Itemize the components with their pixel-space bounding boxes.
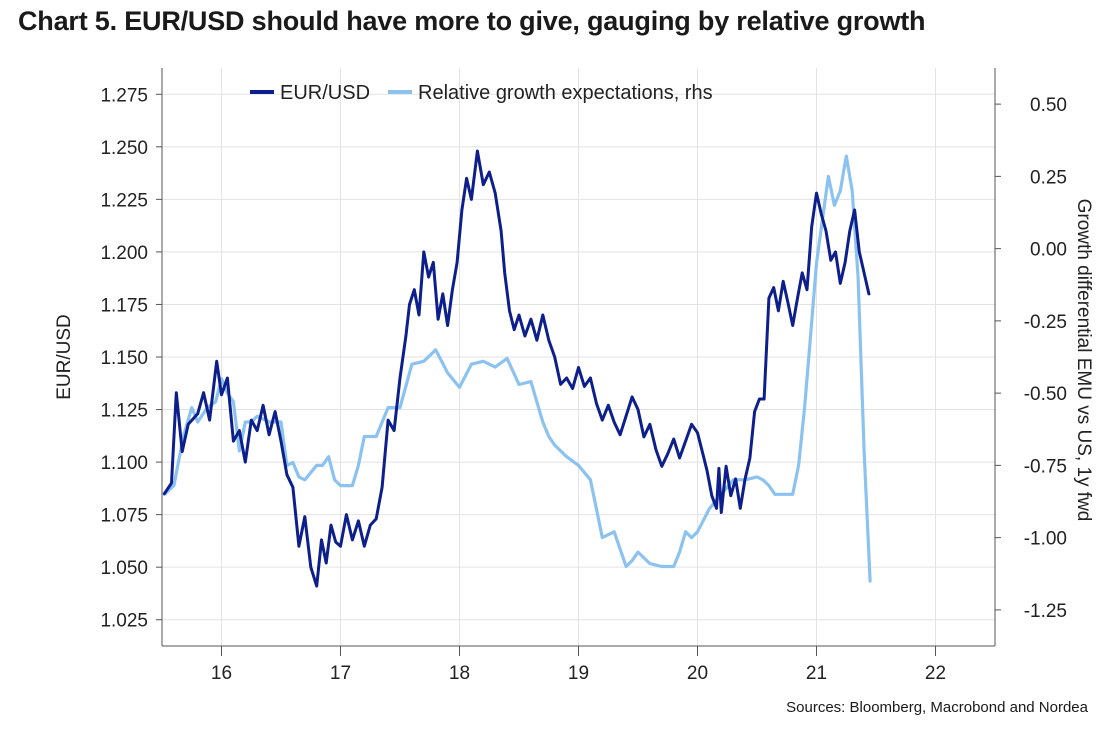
y-left-tick-label: 1.075 <box>100 506 148 527</box>
x-tick-label: 18 <box>449 663 470 684</box>
grid-layer <box>162 68 995 646</box>
y-right-axis-title: Growth differential EMU vs US, 1y fwd <box>1073 199 1094 522</box>
y-left-tick-label: 1.275 <box>100 85 148 106</box>
y-right-tick-label: 0.25 <box>1030 167 1067 188</box>
label-layer: EUR/USD Growth differential EMU vs US, 1y… <box>54 199 1094 522</box>
legend-label: EUR/USD <box>280 82 370 104</box>
y-left-tick-label: 1.250 <box>100 138 148 159</box>
y-right-tick-label: -1.00 <box>1024 529 1067 550</box>
y-right-tick-label: 0.00 <box>1030 240 1067 261</box>
y-right-tick-label: -0.75 <box>1024 456 1067 477</box>
y-right-tick-label: -0.25 <box>1024 312 1067 333</box>
y-left-axis-title: EUR/USD <box>54 314 75 400</box>
y-left-tick-label: 1.025 <box>100 611 148 632</box>
y-right-tick-label: -0.50 <box>1024 384 1067 405</box>
y-left-tick-label: 1.175 <box>100 295 148 316</box>
y-left-tick-label: 1.225 <box>100 190 148 211</box>
x-tick-label: 20 <box>687 663 708 684</box>
x-tick-label: 22 <box>925 663 946 684</box>
y-right-tick-label: -1.25 <box>1024 601 1067 622</box>
x-tick-label: 17 <box>330 663 351 684</box>
series-line-eurusd <box>162 149 871 588</box>
series-layer <box>162 149 872 588</box>
chart-title: Chart 5. EUR/USD should have more to giv… <box>18 6 926 36</box>
y-left-tick-label: 1.050 <box>100 558 148 579</box>
axis-layer: 1.025 1.050 1.075 1.100 1.125 1.150 1.175 1.200… <box>100 68 1067 684</box>
source-note: Sources: Bloomberg, Macrobond and Nordea <box>786 699 1088 716</box>
y-left-tick-label: 1.200 <box>100 243 148 264</box>
x-tick-label: 19 <box>568 663 589 684</box>
y-left-tick-label: 1.100 <box>100 453 148 474</box>
x-tick-label: 16 <box>211 663 232 684</box>
y-right-tick-label: 0.50 <box>1030 95 1067 116</box>
legend: EUR/USD Relative growth expectations, rhs <box>250 82 713 104</box>
y-left-tick-label: 1.125 <box>100 401 148 422</box>
y-left-tick-label: 1.150 <box>100 348 148 369</box>
legend-label: Relative growth expectations, rhs <box>418 82 713 104</box>
x-tick-label: 21 <box>806 663 827 684</box>
